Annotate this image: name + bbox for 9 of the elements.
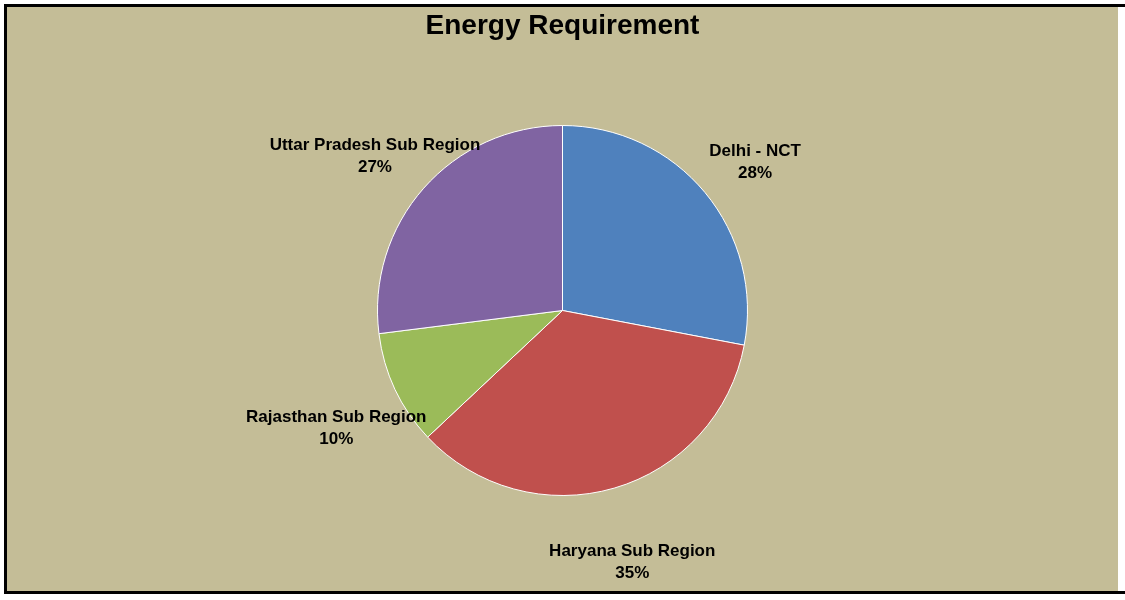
data-label: 10% bbox=[319, 428, 354, 448]
slice-label: Delhi - NCT bbox=[709, 141, 802, 161]
data-label: 28% bbox=[738, 163, 773, 183]
slice-label: Haryana Sub Region bbox=[549, 540, 716, 560]
chart-title: Energy Requirement bbox=[425, 9, 700, 40]
slice-label: Rajasthan Sub Region bbox=[246, 406, 427, 426]
data-label: 27% bbox=[357, 157, 392, 177]
data-label: 35% bbox=[615, 562, 650, 582]
slice-label: Uttar Pradesh Sub Region bbox=[269, 135, 481, 155]
